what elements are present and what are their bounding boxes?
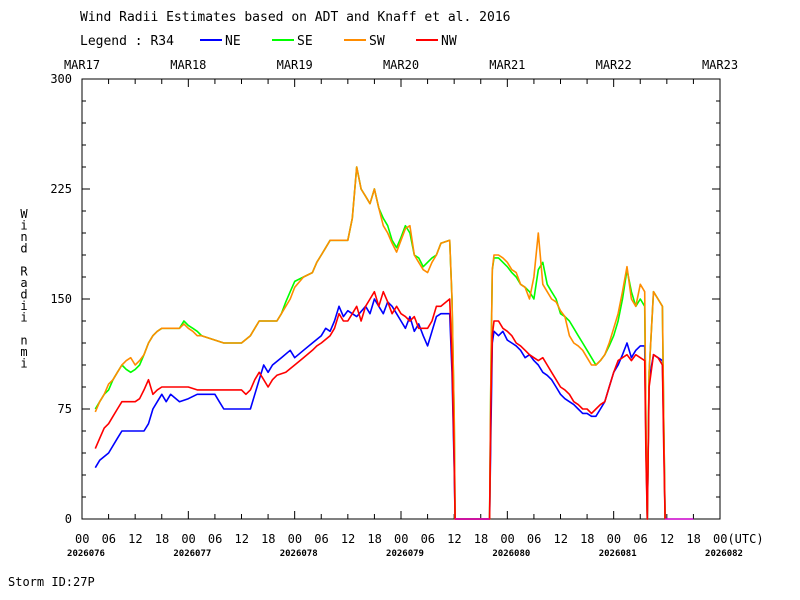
- x-tick-label: 06: [102, 532, 116, 546]
- y-axis-title-char: W: [20, 207, 28, 221]
- series-line-se: [94, 166, 666, 520]
- x-tick-label: 00: [500, 532, 514, 546]
- x-tick-label: 06: [314, 532, 328, 546]
- x-tick-label: 12: [447, 532, 461, 546]
- x-axis: [81, 79, 721, 519]
- y-axis-title-char: i: [20, 219, 27, 233]
- top-day-label: MAR18: [170, 58, 206, 72]
- y-tick-label: 150: [50, 292, 72, 306]
- y-axis-title-char: i: [20, 299, 27, 313]
- x-tick-label: 12: [235, 532, 249, 546]
- y-tick-label: 225: [50, 182, 72, 196]
- series-lines: [94, 166, 694, 520]
- y-axis-title-char: d: [20, 288, 27, 302]
- y-tick-label: 75: [58, 402, 72, 416]
- x-tick-labels: 00 06 12 18 00 06 12 18 00 06 12 18 00 06 12 18 00 06 12 18…: [75, 532, 764, 546]
- y-axis-title-char: n: [20, 230, 27, 244]
- legend: NE SE SW NW: [200, 34, 457, 49]
- top-day-label: MAR21: [489, 58, 525, 72]
- y-axis-title-char: a: [20, 276, 27, 290]
- legend-label: Legend : R34: [80, 34, 174, 49]
- top-day-labels: MAR17 MAR18 MAR19 MAR20 MAR21 MAR22 MAR23: [64, 58, 738, 72]
- x-tick-label: 18: [686, 532, 700, 546]
- y-tick-label: 300: [50, 72, 72, 86]
- x-tick-label: 12: [128, 532, 142, 546]
- x-date-label: 2026078: [280, 549, 318, 559]
- top-day-label: MAR17: [64, 58, 100, 72]
- plot-frame: [81, 78, 721, 520]
- top-day-label: MAR23: [702, 58, 738, 72]
- x-date-label: 2026077: [173, 549, 211, 559]
- x-tick-label: 00: [288, 532, 302, 546]
- y-axis-title-char: m: [20, 345, 27, 359]
- y-axis-title-char: d: [20, 242, 27, 256]
- chart-title: Wind Radii Estimates based on ADT and Kn…: [80, 10, 510, 25]
- legend-label-nw: NW: [441, 34, 457, 49]
- x-tick-label: 18: [155, 532, 169, 546]
- y-axis-title-char: R: [20, 265, 28, 279]
- x-date-label: 2026076: [67, 549, 105, 559]
- x-tick-label: 06: [421, 532, 435, 546]
- x-tick-label: 00: [394, 532, 408, 546]
- x-tick-label: 06: [208, 532, 222, 546]
- x-date-label: 2026081: [599, 549, 637, 559]
- x-date-label: 2026080: [492, 549, 530, 559]
- x-date-labels: 2026076 2026077 2026078 2026079 2026080 20260…: [67, 549, 743, 559]
- legend-label-se: SE: [297, 34, 313, 49]
- top-day-label: MAR19: [277, 58, 313, 72]
- top-day-label: MAR20: [383, 58, 419, 72]
- x-tick-label: 00: [181, 532, 195, 546]
- y-axis-title-char: n: [20, 334, 27, 348]
- x-tick-label: 00: [75, 532, 89, 546]
- y-axis-title-char: i: [20, 311, 27, 325]
- x-tick-label: 18: [367, 532, 381, 546]
- x-tick-label: 12: [660, 532, 674, 546]
- series-line-nw: [94, 290, 666, 520]
- x-date-label: 2026082: [705, 549, 743, 559]
- x-tick-label: 18: [474, 532, 488, 546]
- x-tick-label: 00: [607, 532, 621, 546]
- x-date-label: 2026079: [386, 549, 424, 559]
- legend-label-ne: NE: [225, 34, 241, 49]
- y-axis: [82, 78, 720, 520]
- series-line-ne: [94, 298, 666, 520]
- top-day-label: MAR22: [596, 58, 632, 72]
- y-axis-title-char: i: [20, 357, 27, 371]
- x-tick-label: 06: [527, 532, 541, 546]
- x-tick-label: 00(UTC): [713, 532, 764, 546]
- x-tick-label: 06: [633, 532, 647, 546]
- x-tick-label: 12: [341, 532, 355, 546]
- y-tick-label: 0: [65, 512, 72, 526]
- storm-id: Storm ID:27P: [8, 575, 95, 589]
- y-tick-labels: 0 75 150 225 300: [50, 72, 72, 526]
- x-tick-label: 18: [261, 532, 275, 546]
- legend-label-sw: SW: [369, 34, 385, 49]
- x-tick-label: 12: [554, 532, 568, 546]
- x-tick-label: 18: [580, 532, 594, 546]
- series-line-sw: [94, 166, 666, 520]
